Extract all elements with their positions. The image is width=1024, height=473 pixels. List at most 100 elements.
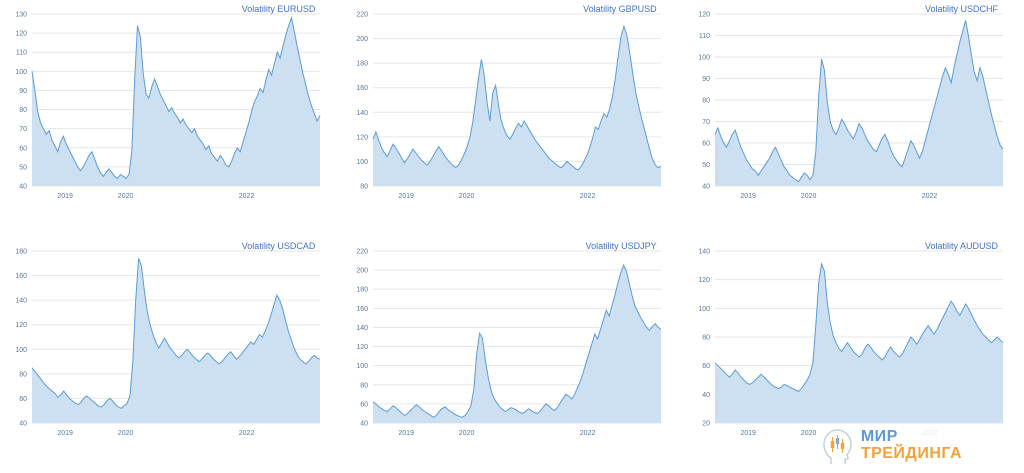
chart-title-usdjpy: Volatility USDJPY	[585, 240, 657, 251]
x-tick-label: 2020	[800, 193, 816, 200]
chart-title-eurusd: Volatility EURUSD	[241, 4, 316, 14]
y-tick-label: 100	[15, 346, 27, 353]
y-tick-label: 140	[698, 248, 710, 255]
chart-title-audusd: Volatility AUDUSD	[924, 240, 998, 251]
y-tick-label: 180	[15, 248, 27, 255]
y-tick-label: 90	[19, 88, 27, 95]
chart-panel-usdchf: Volatility USDCHF 40 50 60 70 80 90 100 110 120 2…	[683, 0, 1024, 237]
y-tick-label: 70	[702, 119, 710, 126]
y-tick-label: 120	[15, 31, 27, 38]
x-tick-label: 2019	[399, 193, 415, 200]
x-tick-label: 2019	[57, 430, 73, 437]
y-tick-label: 70	[19, 126, 27, 133]
x-tick-label: 2020	[459, 430, 475, 437]
logo: МИР ТРЕЙДИНГА	[815, 425, 966, 467]
x-tick-label: 2022	[239, 430, 255, 437]
line-series	[372, 24, 662, 171]
y-tick-label: 140	[357, 110, 369, 117]
y-tick-label: 80	[19, 107, 27, 114]
x-tick-label: 2022	[921, 193, 937, 200]
y-tick-label: 100	[357, 159, 369, 166]
x-tick-label: 2020	[800, 430, 816, 437]
x-tick-label: 2019	[57, 193, 73, 200]
y-tick-label: 80	[702, 334, 710, 341]
y-tick-label: 120	[698, 277, 710, 284]
y-tick-label: 80	[19, 371, 27, 378]
y-tick-label: 110	[698, 33, 709, 40]
y-tick-label: 160	[357, 85, 369, 92]
y-tick-label: 40	[361, 420, 369, 427]
logo-text-treydinga: ТРЕЙДИНГА	[860, 445, 962, 462]
x-tick-label: 2022	[580, 430, 596, 437]
chart-panel-usdjpy: Volatility USDJPY 40 60 80 100 120 140 160 180 2…	[341, 237, 682, 473]
y-tick-label: 140	[357, 324, 369, 331]
area-series	[32, 17, 320, 186]
y-tick-label: 50	[19, 164, 27, 171]
line-series	[373, 263, 662, 418]
x-tick-label: 2022	[580, 193, 596, 200]
y-tick-label: 80	[702, 98, 710, 105]
line-series	[31, 16, 321, 180]
chart-title-gbpusd: Volatility GBPUSD	[583, 4, 657, 14]
y-tick-label: 60	[19, 145, 27, 152]
x-tick-label: 2022	[239, 193, 255, 200]
y-tick-label: 100	[15, 69, 27, 76]
x-tick-label: 2020	[118, 193, 134, 200]
y-tick-label: 120	[357, 134, 369, 141]
chart-title-usdcad: Volatility USDCAD	[241, 240, 316, 251]
y-tick-label: 220	[357, 248, 369, 255]
y-tick-label: 120	[698, 12, 710, 19]
y-tick-label: 100	[357, 363, 369, 370]
x-tick-label: 2020	[118, 430, 134, 437]
x-tick-label: 2019	[740, 193, 756, 200]
chart-title-usdchf: Volatility USDCHF	[924, 4, 998, 14]
y-tick-label: 180	[357, 286, 369, 293]
line-series	[31, 257, 321, 409]
line-series	[714, 20, 1004, 183]
y-tick-label: 60	[361, 401, 369, 408]
chart-panel-gbpusd: Volatility GBPUSD 80 100 120 140 160 180 200 22…	[341, 0, 682, 237]
area-series	[373, 264, 662, 423]
y-tick-label: 100	[698, 305, 710, 312]
logo-text-mir: МИР	[860, 428, 898, 446]
y-tick-label: 20	[702, 420, 710, 427]
area-series	[714, 263, 1003, 423]
y-tick-label: 40	[19, 420, 27, 427]
volatility-chart-usdcad: 40 60 80 100 120 140 160 180 2019 2020 2022	[15, 248, 321, 437]
volatility-chart-gbpusd: 80 100 120 140 160 180 200 220 2019 2020 2022	[357, 12, 662, 200]
chart-panel-eurusd: Volatility EURUSD 40 50 60 70 80 90 100 110 120 1…	[0, 0, 341, 237]
area-series	[373, 26, 662, 186]
area-series	[32, 257, 320, 423]
y-tick-label: 60	[19, 395, 27, 402]
y-tick-label: 220	[357, 12, 369, 19]
y-tick-label: 100	[698, 55, 710, 62]
x-tick-label: 2020	[459, 193, 475, 200]
y-tick-label: 200	[357, 267, 369, 274]
area-series	[714, 20, 1003, 187]
y-tick-label: 80	[361, 184, 369, 191]
y-tick-label: 110	[16, 50, 27, 57]
volatility-chart-eurusd: 40 50 60 70 80 90 100 110 120 130 2019 2020 2022	[15, 12, 321, 200]
y-tick-label: 60	[702, 141, 710, 148]
y-tick-label: 90	[702, 76, 710, 83]
x-tick-label: 2019	[399, 430, 415, 437]
y-tick-label: 40	[702, 391, 710, 398]
y-tick-label: 60	[702, 363, 710, 370]
y-tick-label: 200	[357, 36, 369, 43]
y-tick-label: 130	[15, 12, 27, 19]
head-with-candlesticks-icon	[823, 429, 852, 464]
y-tick-label: 40	[702, 184, 710, 191]
y-tick-label: 140	[15, 297, 27, 304]
chart-panel-usdcad: Volatility USDCAD 40 60 80 100 120 140 160 180 2…	[0, 237, 341, 473]
y-tick-label: 40	[19, 184, 27, 191]
line-series	[714, 261, 1004, 392]
y-tick-label: 80	[361, 382, 369, 389]
logo-text: МИР ТРЕЙДИНГА	[860, 428, 962, 463]
y-tick-label: 120	[357, 344, 369, 351]
y-tick-label: 160	[15, 273, 27, 280]
y-tick-label: 120	[15, 322, 27, 329]
y-tick-label: 180	[357, 61, 369, 68]
volatility-chart-usdchf: 40 50 60 70 80 90 100 110 120 2019 2020 2022	[698, 12, 1004, 200]
